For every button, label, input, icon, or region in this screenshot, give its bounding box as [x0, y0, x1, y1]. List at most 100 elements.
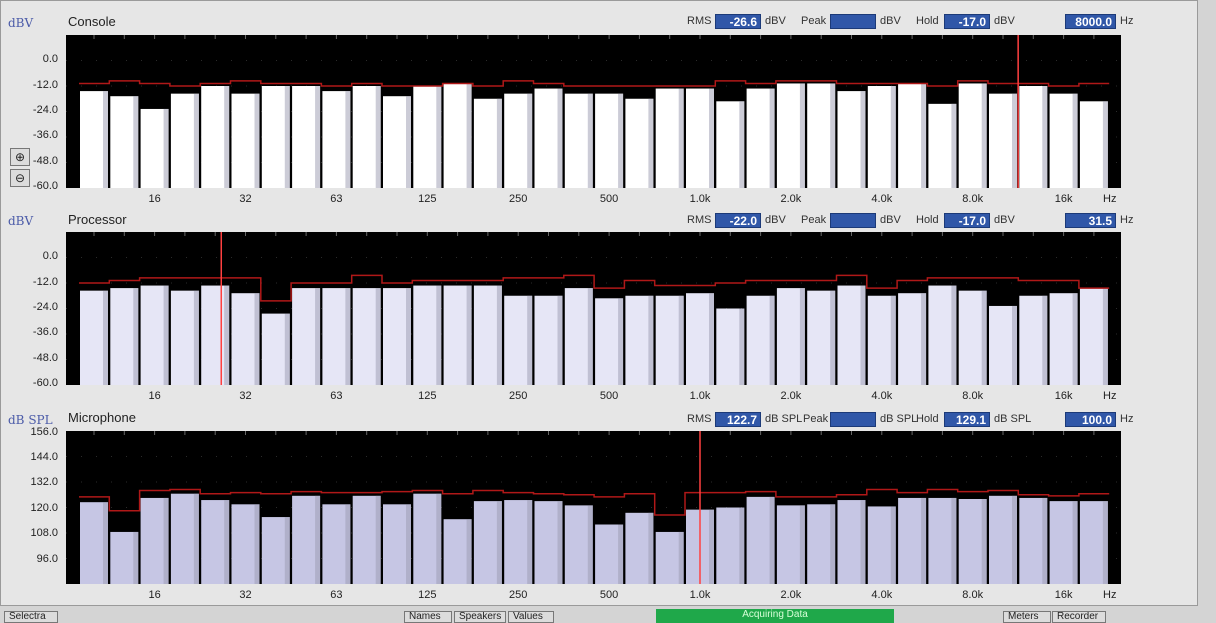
- panel-title-microphone: Microphone: [68, 410, 136, 425]
- bar-shade: [436, 86, 442, 188]
- names-button[interactable]: Names: [404, 611, 452, 623]
- bar-shade: [799, 83, 805, 188]
- bar-shade: [557, 295, 563, 385]
- bar-shade: [1072, 501, 1078, 584]
- speakers-button[interactable]: Speakers: [454, 611, 506, 623]
- cursor-frequency-microphone[interactable]: 100.0: [1065, 412, 1116, 427]
- zoom-out-icon[interactable]: ⊖: [10, 169, 30, 187]
- bar-shade: [436, 285, 442, 385]
- y-tick: 0.0: [42, 250, 58, 262]
- bar-shade: [163, 497, 169, 584]
- recorder-button[interactable]: Recorder: [1052, 611, 1106, 623]
- spectrum-plot-console[interactable]: [66, 35, 1121, 188]
- peak-label: Peak: [801, 214, 827, 226]
- bar-shade: [951, 285, 957, 385]
- bar-shade: [769, 88, 775, 188]
- bar-shade: [224, 285, 230, 385]
- x-tick-label: 16k: [1054, 589, 1073, 601]
- x-tick-label: 16: [148, 589, 161, 601]
- bar-shade: [860, 285, 866, 385]
- peak-hold-line: [79, 80, 1110, 87]
- bar-shade: [1072, 93, 1078, 188]
- bar-shade: [527, 295, 533, 385]
- bar-shade: [830, 290, 836, 385]
- x-tick-label: 125: [418, 193, 437, 205]
- bar-shade: [133, 531, 139, 584]
- bar-shade: [1042, 497, 1048, 584]
- cursor-frequency-console[interactable]: 8000.0: [1065, 14, 1116, 29]
- bar-shade: [860, 500, 866, 584]
- bar-shade: [1072, 293, 1078, 385]
- bar-shade: [284, 313, 290, 385]
- spectrum-plot-microphone[interactable]: [66, 431, 1121, 584]
- y-tick: -12.0: [32, 79, 58, 91]
- bar-shade: [527, 500, 533, 584]
- zoom-in-icon[interactable]: ⊕: [10, 148, 30, 166]
- bar-shade: [981, 290, 987, 385]
- x-tick-label: 8.0k: [962, 193, 984, 205]
- unit-label-processor: dBV: [8, 214, 34, 228]
- selector-button[interactable]: Selectra: [4, 611, 58, 623]
- bar-shade: [769, 295, 775, 385]
- bar-shade: [315, 288, 321, 385]
- meters-button[interactable]: Meters: [1003, 611, 1051, 623]
- peak-value-processor: [830, 213, 876, 228]
- bar-shade: [406, 504, 411, 584]
- bar-shade: [709, 88, 714, 188]
- y-tick: -36.0: [32, 326, 58, 338]
- x-unit-label: Hz: [1103, 589, 1117, 601]
- bar-shade: [254, 293, 260, 385]
- x-tick-label: 63: [330, 193, 343, 205]
- x-tick-label: 32: [239, 390, 252, 402]
- y-tick: 156.0: [30, 426, 58, 438]
- bar-shade: [1042, 295, 1048, 385]
- bar-shade: [648, 295, 654, 385]
- x-tick-label: 4.0k: [871, 589, 893, 601]
- x-tick-label: 32: [239, 193, 252, 205]
- bar-shade: [678, 295, 684, 385]
- spectrum-plot-processor[interactable]: [66, 232, 1121, 385]
- peak-label: Peak: [803, 413, 829, 425]
- bar-shade: [193, 290, 199, 385]
- bar-shade: [193, 93, 199, 188]
- rms-unit: dB SPL: [765, 413, 803, 425]
- bar-shade: [163, 108, 169, 188]
- x-tick-label: 16: [148, 193, 161, 205]
- x-tick-label: 4.0k: [871, 390, 893, 402]
- rms-value-microphone: 122.7: [715, 412, 761, 427]
- bar-shade: [921, 497, 927, 584]
- bar-shade: [406, 288, 411, 385]
- cursor-frequency-unit: Hz: [1120, 413, 1134, 425]
- hold-unit: dBV: [994, 15, 1015, 27]
- bar-shade: [587, 505, 593, 584]
- x-tick-label: 500: [599, 589, 619, 601]
- y-tick: -12.0: [32, 276, 58, 288]
- x-tick-label: 16k: [1054, 390, 1073, 402]
- x-tick-label: 4.0k: [871, 193, 893, 205]
- x-tick-label: 500: [599, 193, 619, 205]
- bar-shade: [315, 86, 321, 188]
- values-button[interactable]: Values: [508, 611, 554, 623]
- bar-shade: [527, 93, 533, 188]
- bar-shade: [103, 91, 108, 188]
- bar-shade: [375, 495, 381, 584]
- bar-shade: [678, 88, 684, 188]
- cursor-frequency-processor[interactable]: 31.5: [1065, 213, 1116, 228]
- bar-shade: [406, 96, 411, 188]
- y-tick: -60.0: [32, 377, 58, 389]
- bar-shade: [1012, 495, 1017, 584]
- x-tick-label: 125: [418, 390, 437, 402]
- hold-label: Hold: [916, 413, 939, 425]
- bar-shade: [436, 493, 442, 584]
- x-tick-label: 2.0k: [780, 193, 802, 205]
- x-tick-label: 16: [148, 390, 161, 402]
- bar-shade: [799, 505, 805, 584]
- panel-title-console: Console: [68, 14, 116, 29]
- panel-title-processor: Processor: [68, 212, 127, 227]
- hold-unit: dBV: [994, 214, 1015, 226]
- bar-shade: [163, 285, 169, 385]
- bar-shade: [133, 288, 139, 385]
- bar-shade: [1102, 288, 1108, 385]
- rms-value-processor: -22.0: [715, 213, 761, 228]
- bar-shade: [193, 493, 199, 584]
